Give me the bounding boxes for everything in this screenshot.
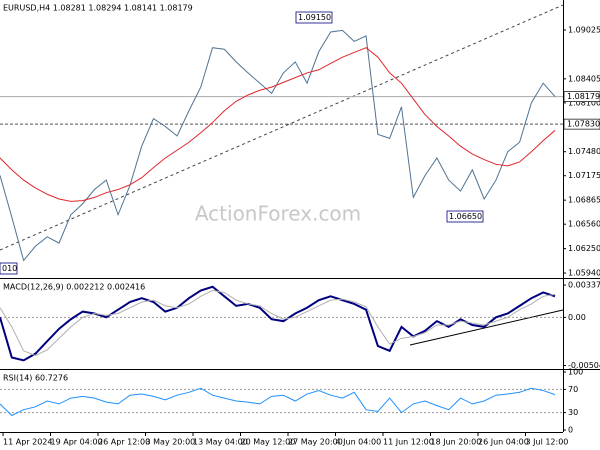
price-level-box (563, 91, 600, 102)
panel-title: EURUSD,H4 1.08281 1.08294 1.08141 1.0817… (3, 4, 193, 13)
y-tick-label: 100 (568, 368, 583, 377)
annotation: 1.06650 (449, 212, 482, 221)
watermark: ActionForex.com (195, 202, 361, 226)
price-level-box (563, 118, 600, 130)
annotation-box (295, 11, 333, 24)
y-tick-label: -0.00504 (568, 361, 600, 370)
y-tick-label: 0 (568, 426, 573, 435)
x-tick-label: 26 Jun 04:00 (478, 438, 529, 447)
y-tick-label: 1.07175 (568, 171, 600, 180)
x-tick-label: 11 Apr 2024 (3, 438, 52, 447)
series-line (0, 29, 556, 262)
annotation: 010 (2, 264, 17, 273)
x-tick-label: 3 May 20:00 (146, 438, 196, 447)
y-tick-label: 0.003375 (568, 281, 600, 290)
price-level-label: 1.07830 (567, 120, 600, 129)
annotation: 1.09150 (298, 13, 331, 22)
x-tick-label: 26 Apr 12:00 (98, 438, 150, 447)
y-tick-label: 1.07480 (568, 147, 600, 156)
y-tick-label: 1.08100 (568, 98, 600, 107)
panel-title: RSI(14) 60.7276 (3, 374, 68, 383)
x-tick-label: 4 Jun 04:00 (336, 438, 382, 447)
x-tick-label: 13 May 04:00 (193, 438, 248, 447)
price-level-label: 1.08179 (567, 92, 600, 101)
x-tick-label: 20 May 12:00 (241, 438, 296, 447)
y-tick-label: 1.06865 (568, 196, 600, 205)
y-tick-label: 1.09025 (568, 25, 600, 34)
panel-title: MACD(12,26,9) 0.002212 0.002416 (3, 283, 145, 292)
x-tick-label: 11 Jun 12:00 (383, 438, 434, 447)
x-tick-label: 3 Jul 12:00 (526, 438, 569, 447)
x-tick-label: 18 Jun 20:00 (431, 438, 482, 447)
series-line (0, 387, 556, 417)
series-line (0, 290, 556, 357)
y-tick-label: 0.00 (568, 313, 586, 322)
y-tick-label: 1.05940 (568, 269, 600, 278)
y-tick-label: 1.06250 (568, 244, 600, 253)
annotation-box (0, 262, 18, 275)
y-tick-label: 70 (568, 385, 578, 394)
series-line (0, 47, 556, 202)
x-tick-label: 19 Apr 04:00 (51, 438, 103, 447)
trend-line (409, 309, 564, 346)
y-tick-label: 1.06560 (568, 220, 600, 229)
x-tick-label: 27 May 20:00 (288, 438, 343, 447)
channel-line (0, 4, 564, 251)
y-tick-label: 30 (568, 408, 578, 417)
series-line (0, 285, 556, 362)
y-tick-label: 1.08405 (568, 74, 600, 83)
annotation-box (446, 210, 484, 223)
